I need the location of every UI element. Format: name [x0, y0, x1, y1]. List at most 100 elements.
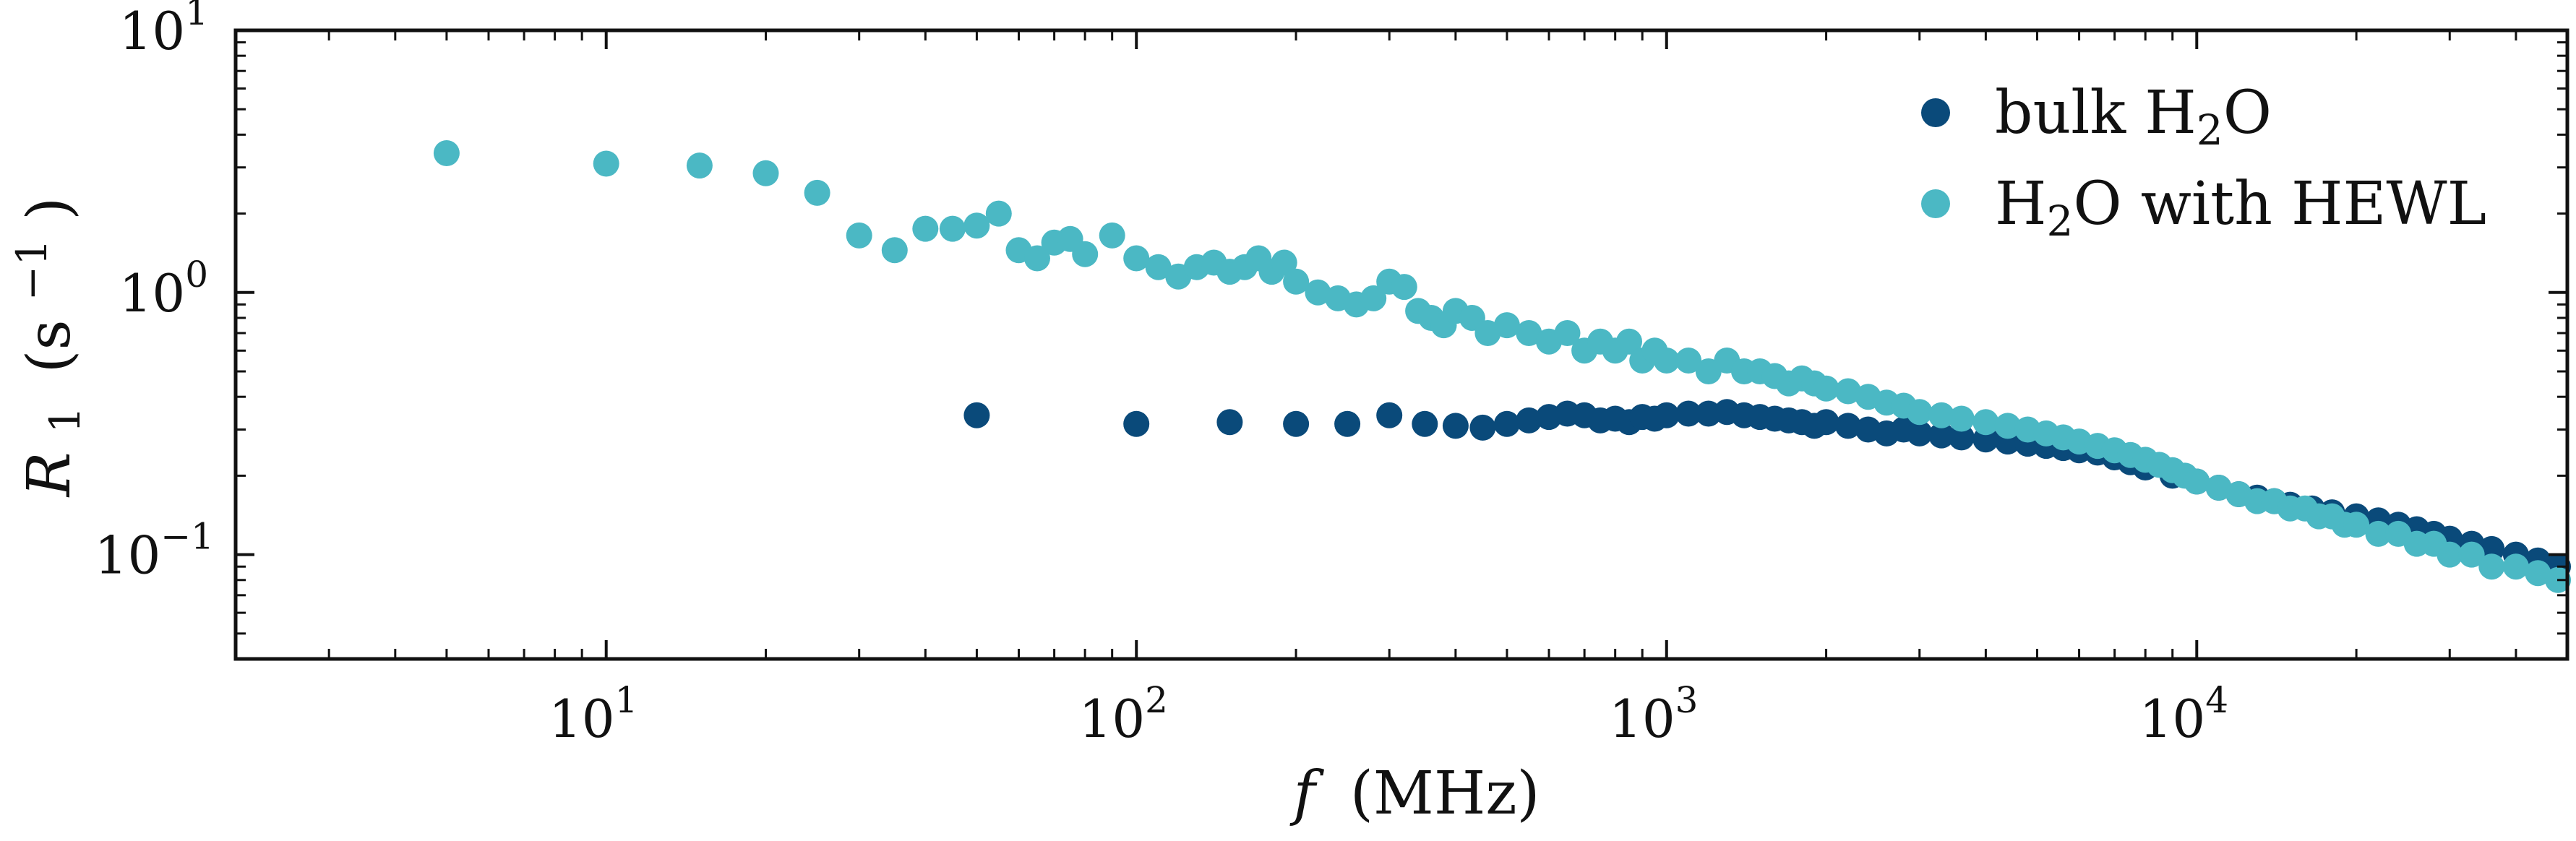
- data-point: [1376, 402, 1403, 428]
- data-point: [1145, 254, 1172, 280]
- data-point: [2184, 468, 2210, 495]
- data-point: [1834, 413, 1861, 439]
- x-tick-label: 103: [1609, 679, 1698, 749]
- legend-label-bulk-h2o-sub: 2: [2197, 105, 2223, 155]
- data-point: [1442, 413, 1469, 439]
- data-point: [2458, 541, 2485, 568]
- data-point: [2478, 553, 2505, 580]
- x-tick-label-exponent: 3: [1675, 679, 1699, 721]
- x-axis-label: f (MHz): [1289, 759, 1540, 828]
- legend-label-bulk-h2o-pre: bulk H: [1995, 79, 2197, 147]
- x-tick-label-exponent: 1: [615, 679, 638, 721]
- data-point: [1675, 400, 1702, 427]
- x-tick-label: 102: [1079, 679, 1168, 749]
- data-point: [1906, 399, 1933, 426]
- data-point: [593, 150, 619, 177]
- data-point: [2343, 512, 2370, 538]
- data-point: [1813, 375, 1839, 402]
- y-axis-unit-open: (s: [15, 319, 84, 373]
- series-1: [433, 140, 2571, 593]
- x-tick-label-base: 10: [1079, 689, 1146, 749]
- y-tick-label-base: 10: [95, 525, 161, 586]
- x-tick-label-base: 10: [2139, 689, 2206, 749]
- data-point: [1216, 409, 1243, 436]
- data-point: [1469, 414, 1496, 441]
- x-tick-label-exponent: 2: [1145, 679, 1168, 721]
- data-point: [1653, 348, 1680, 374]
- y-axis-label: R 1 (s −1 ): [0, 197, 94, 499]
- data-marks: [433, 140, 2571, 593]
- legend-label-bulk-h2o: bulk H2O: [1995, 79, 2272, 155]
- data-point: [1334, 410, 1361, 437]
- data-point: [1928, 422, 1955, 449]
- data-point: [2437, 541, 2463, 568]
- data-point: [1493, 312, 1520, 339]
- data-point: [1554, 320, 1581, 346]
- y-axis-variable-subscript: 1: [40, 407, 90, 434]
- x-tick-label-base: 10: [1609, 689, 1675, 749]
- x-axis-variable: f: [1289, 759, 1324, 828]
- axis-ticks: [234, 29, 2569, 660]
- data-point: [1948, 424, 1975, 451]
- data-point: [881, 237, 908, 264]
- data-point: [1283, 268, 1310, 295]
- data-point: [1906, 420, 1933, 447]
- y-tick-label-exponent: 1: [185, 0, 208, 33]
- data-point: [1412, 410, 1438, 437]
- data-point: [1024, 245, 1050, 272]
- data-point: [1948, 405, 1975, 432]
- data-point: [1928, 402, 1955, 428]
- legend-label-h2o-with-hewl-pre: H: [1995, 170, 2047, 238]
- data-point: [433, 140, 460, 166]
- y-tick-label: 101: [119, 0, 208, 61]
- legend-label-h2o-with-hewl: H2O with HEWL: [1995, 170, 2486, 246]
- legend-marker-h2o-with-hewl: [1921, 189, 1950, 218]
- data-point: [2525, 560, 2551, 587]
- data-point: [1516, 407, 1542, 434]
- data-point: [1493, 410, 1520, 437]
- data-point: [1653, 402, 1680, 428]
- y-axis-variable: R: [15, 452, 84, 499]
- data-point: [1834, 378, 1861, 405]
- data-point: [912, 215, 939, 242]
- data-point: [939, 215, 966, 242]
- data-point: [1616, 328, 1642, 355]
- y-tick-label-base: 10: [119, 1, 186, 61]
- data-point: [2365, 520, 2392, 547]
- x-tick-label-exponent: 4: [2205, 679, 2228, 721]
- plot-frame: [233, 28, 2569, 661]
- data-point: [1123, 410, 1150, 437]
- x-axis-unit: (MHz): [1350, 759, 1540, 828]
- legend-marker-bulk-h2o: [1921, 98, 1950, 127]
- data-point: [1072, 241, 1099, 267]
- data-point: [1994, 413, 2021, 439]
- data-point: [1099, 222, 1125, 249]
- data-point: [1271, 249, 1297, 276]
- data-point: [963, 212, 990, 239]
- data-point: [1516, 320, 1542, 346]
- data-point: [686, 152, 713, 179]
- data-point: [2502, 553, 2529, 580]
- data-point: [1283, 410, 1310, 437]
- data-point: [985, 200, 1012, 227]
- legend-label-h2o-with-hewl-sub: 2: [2047, 197, 2074, 246]
- y-axis-unit-close: ): [15, 197, 84, 220]
- data-point: [1360, 285, 1387, 311]
- x-tick-label: 101: [549, 679, 637, 749]
- legend-label-bulk-h2o-post: O: [2223, 79, 2272, 147]
- data-point: [2205, 475, 2232, 501]
- data-point: [963, 402, 990, 428]
- data-point: [752, 160, 779, 186]
- y-tick-label: 10−1: [95, 516, 214, 586]
- data-point: [1972, 409, 1999, 436]
- data-point: [1305, 279, 1331, 306]
- y-tick-label-base: 10: [119, 263, 186, 324]
- y-axis-unit-exponent: −1: [7, 239, 56, 301]
- y-tick-label-exponent: −1: [160, 516, 214, 558]
- data-point: [1813, 409, 1839, 436]
- x-tick-label-base: 10: [549, 689, 615, 749]
- data-point: [846, 222, 872, 249]
- legend-label-h2o-with-hewl-post: O with HEWL: [2073, 170, 2486, 238]
